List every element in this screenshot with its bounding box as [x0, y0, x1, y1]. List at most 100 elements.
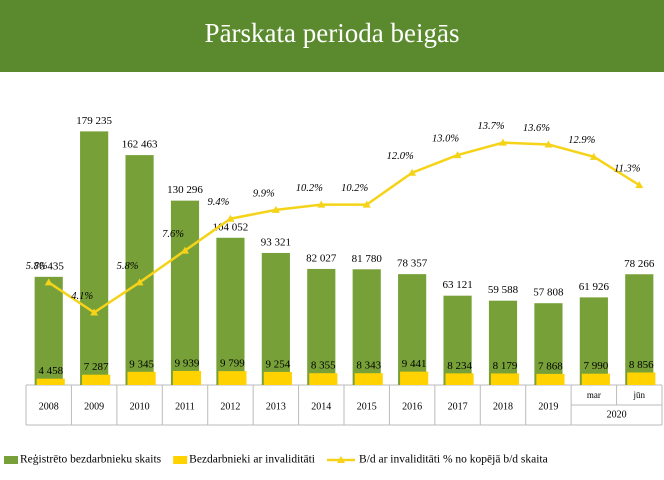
- bar: [627, 372, 656, 385]
- value-label: 9 441: [402, 358, 427, 370]
- bar: [125, 155, 154, 385]
- value-label: 7 990: [583, 360, 608, 372]
- line-marker: [226, 214, 235, 222]
- x-tick-label: jūn: [633, 390, 646, 400]
- header: [0, 0, 664, 72]
- bar: [534, 303, 563, 385]
- value-label: 10.2%: [341, 183, 368, 194]
- value-label: 8 179: [493, 360, 518, 372]
- value-label: 7 868: [538, 360, 563, 372]
- value-label: 13.7%: [477, 121, 504, 132]
- bar: [400, 371, 429, 385]
- value-label: 61 926: [579, 281, 610, 293]
- bar: [488, 300, 518, 385]
- value-label: 13.6%: [523, 123, 550, 134]
- value-label: 9 939: [175, 357, 200, 369]
- line-marker: [135, 278, 144, 286]
- value-label: 5.8%: [26, 261, 48, 272]
- bar: [352, 269, 381, 385]
- bar: [216, 237, 245, 385]
- x-tick-label: 2010: [130, 401, 150, 412]
- legend-swatch: [173, 456, 188, 464]
- x-tick-label: 2014: [311, 401, 331, 412]
- value-label: 9 799: [220, 358, 245, 370]
- value-label: 8 343: [356, 360, 381, 372]
- value-label: 9.4%: [207, 197, 229, 208]
- line-marker: [271, 205, 280, 213]
- bar: [172, 370, 202, 385]
- bar: [579, 297, 608, 385]
- line-marker: [44, 278, 53, 286]
- legend-label: B/d ar invaliditāti % no kopējā b/d skai…: [359, 454, 548, 466]
- value-label: 9 345: [129, 358, 154, 370]
- group-label: 2020: [607, 409, 627, 420]
- legend-label: Reģistrēto bezdarbnieku skaits: [20, 454, 162, 466]
- line-marker: [499, 138, 507, 146]
- x-tick-label: 2016: [402, 401, 422, 412]
- legend-label: Bezdarbnieki ar invaliditāti: [189, 454, 315, 466]
- value-label: 9.9%: [253, 188, 275, 199]
- bar: [127, 371, 156, 385]
- x-tick-label: 2012: [220, 401, 240, 412]
- bar: [82, 374, 111, 385]
- value-label: 8 355: [311, 360, 336, 372]
- value-label: 12.9%: [568, 135, 595, 146]
- line-marker: [544, 140, 553, 148]
- bar: [36, 378, 65, 385]
- x-tick-label: 2015: [357, 401, 377, 412]
- line-marker: [362, 200, 371, 208]
- bar: [170, 200, 200, 385]
- legend-swatch: [336, 456, 345, 463]
- bar: [490, 373, 520, 385]
- value-label: 13.0%: [432, 133, 459, 144]
- value-label: 93 321: [261, 236, 291, 248]
- value-label: 78 266: [624, 258, 655, 270]
- value-label: 5.8%: [117, 261, 139, 272]
- bar: [307, 268, 336, 385]
- bar: [34, 276, 63, 385]
- value-label: 4.1%: [71, 291, 93, 302]
- line-marker: [408, 168, 417, 176]
- x-tick-label: mar: [587, 390, 601, 400]
- bar: [354, 373, 383, 385]
- bar: [218, 371, 247, 385]
- bar: [445, 373, 474, 385]
- x-tick-label: 2013: [266, 401, 286, 412]
- value-label: 81 780: [352, 253, 383, 265]
- x-tick-label: 2009: [84, 401, 104, 412]
- value-label: 4 458: [38, 365, 63, 377]
- bar: [625, 274, 654, 385]
- value-label: 179 235: [76, 115, 112, 127]
- line-marker: [453, 151, 462, 159]
- value-label: 7.6%: [162, 229, 184, 240]
- value-label: 7 287: [84, 361, 109, 373]
- legend-swatch: [4, 456, 18, 464]
- value-label: 8 856: [629, 359, 654, 371]
- x-tick-label: 2011: [175, 401, 195, 412]
- value-label: 10.2%: [296, 183, 323, 194]
- value-label: 162 463: [122, 139, 158, 151]
- x-tick-label: 2017: [448, 401, 468, 412]
- x-tick-label: 2008: [39, 401, 59, 412]
- line-marker: [90, 308, 99, 316]
- line-marker: [635, 181, 644, 189]
- value-label: 130 296: [167, 184, 203, 196]
- value-label: 12.0%: [387, 151, 414, 162]
- bar: [443, 295, 472, 385]
- bar: [309, 373, 338, 385]
- bar: [398, 274, 427, 385]
- x-tick-label: 2018: [493, 401, 513, 412]
- value-label: 82 027: [306, 252, 337, 264]
- value-label: 57 808: [533, 287, 564, 299]
- bar: [261, 252, 290, 385]
- value-label: 8 234: [447, 360, 472, 372]
- value-label: 59 588: [488, 284, 519, 296]
- bar: [80, 131, 109, 385]
- line-marker: [181, 246, 189, 254]
- value-label: 9 254: [265, 358, 290, 370]
- value-label: 11.3%: [614, 164, 641, 175]
- bar: [536, 373, 565, 385]
- value-label: 63 121: [442, 279, 472, 291]
- x-tick-label: 2019: [538, 401, 558, 412]
- line: [48, 141, 640, 314]
